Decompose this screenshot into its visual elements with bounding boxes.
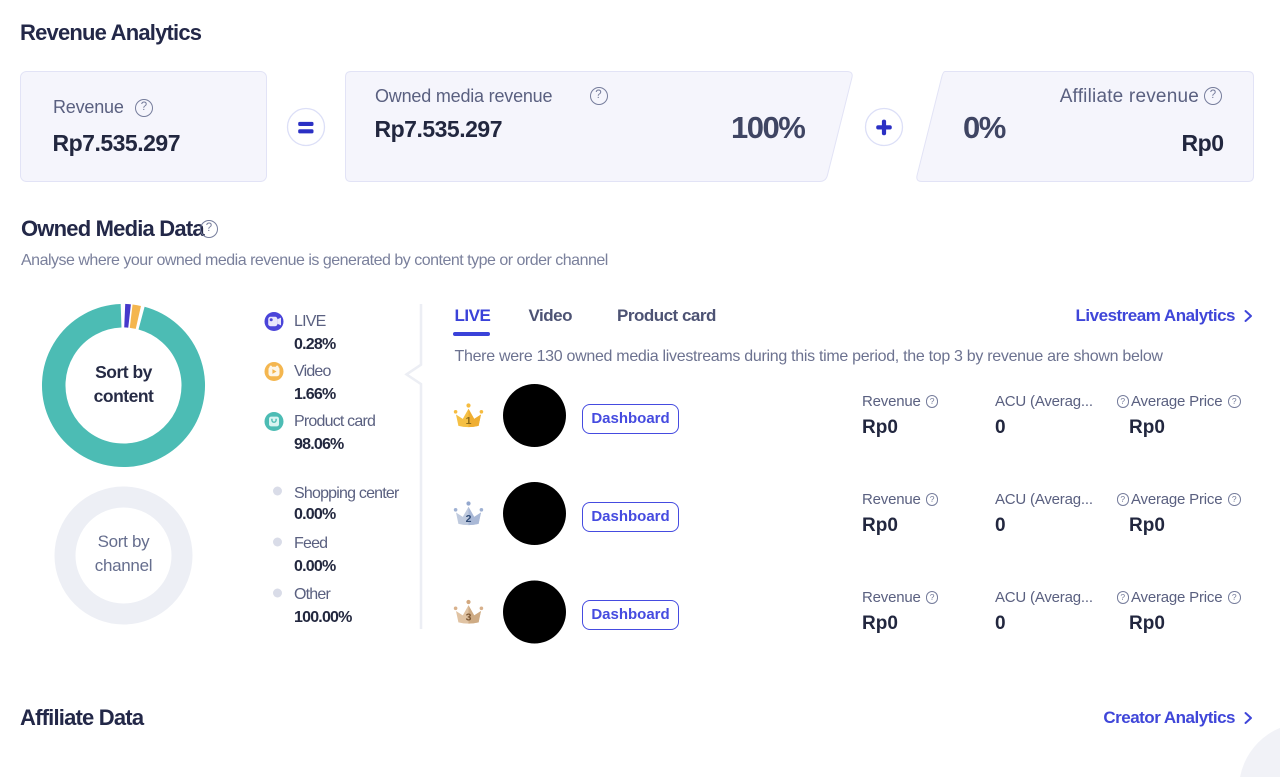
svg-text:1: 1 xyxy=(466,415,472,427)
svg-text:3: 3 xyxy=(466,612,472,624)
svg-text:2: 2 xyxy=(466,513,472,525)
